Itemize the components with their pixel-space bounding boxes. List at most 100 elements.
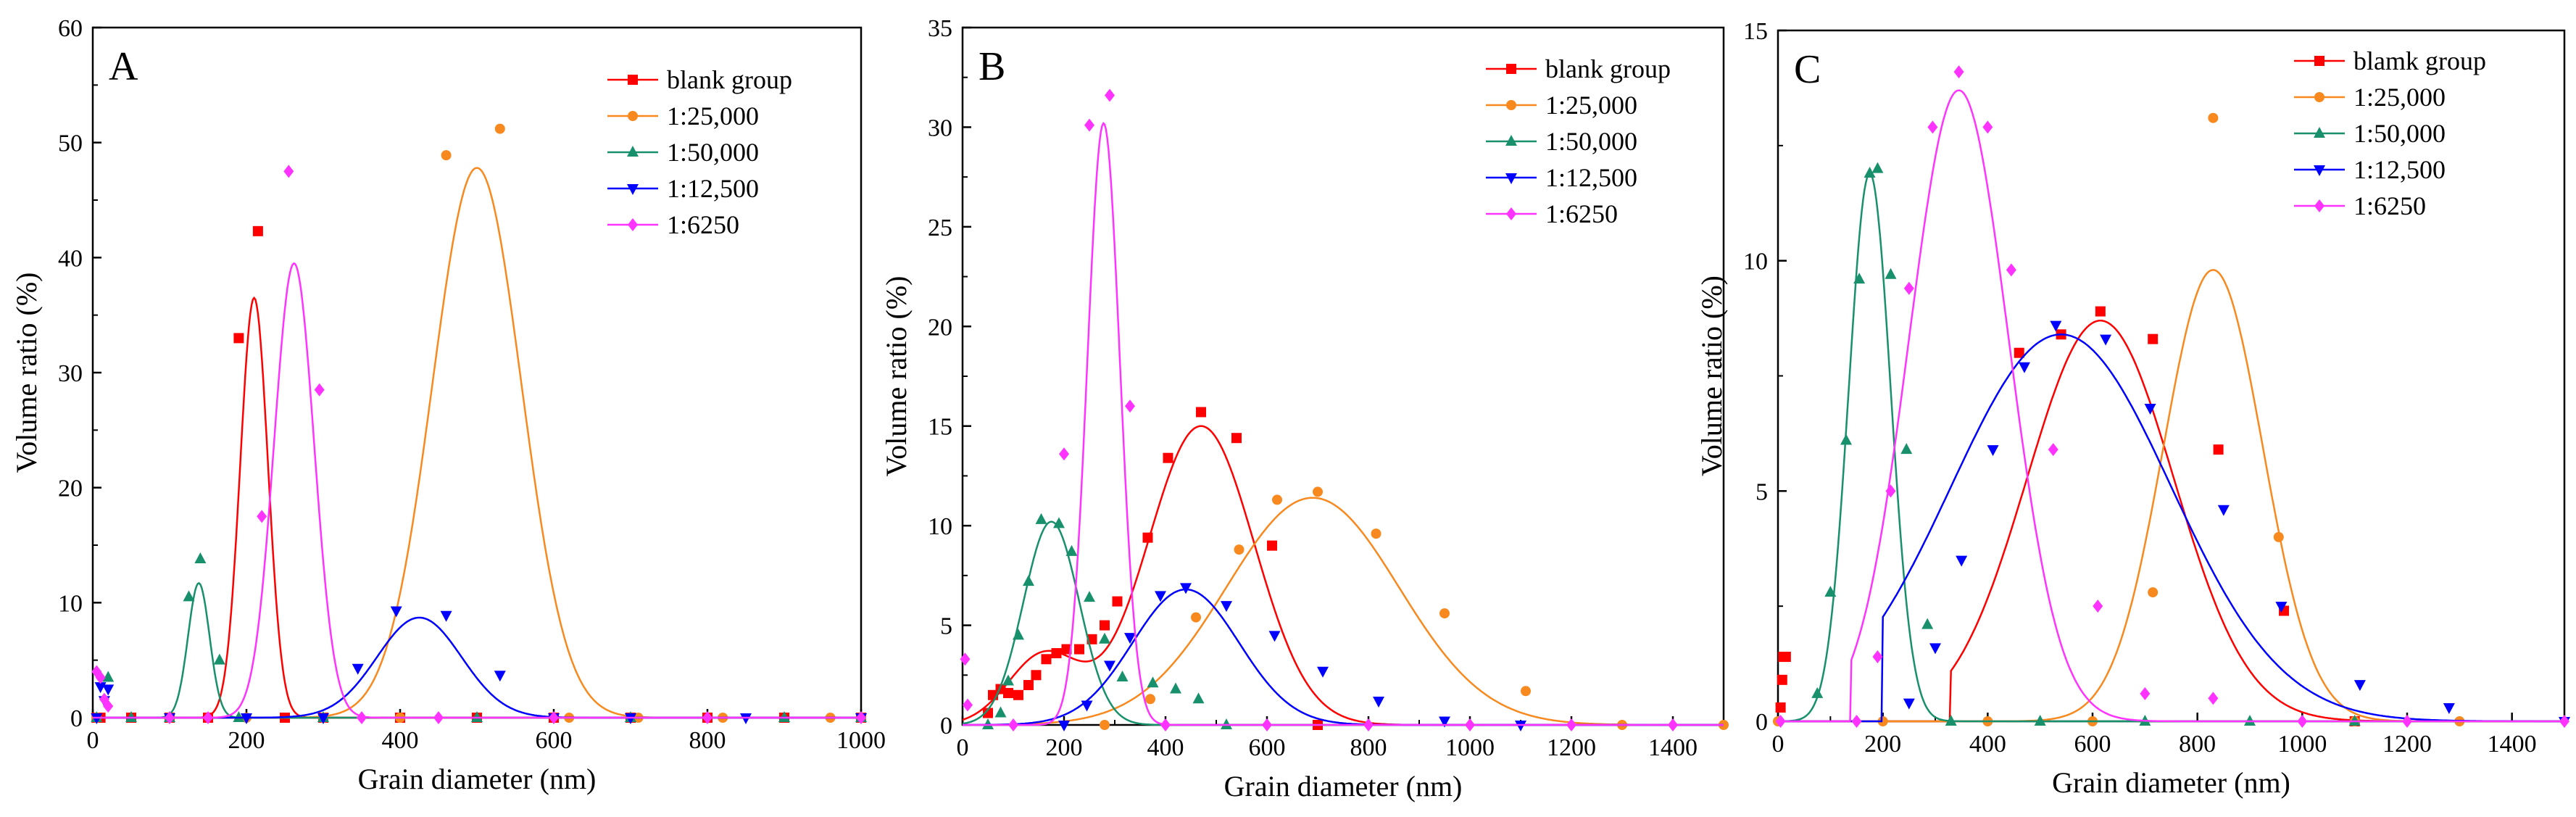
data-point-blank-group xyxy=(1112,596,1123,607)
data-point-1-25-000 xyxy=(2148,587,2159,598)
fit-curve-1-6250 xyxy=(1778,89,2564,723)
fit-curve-1-25-000 xyxy=(963,497,1724,726)
series-1-6250 xyxy=(960,88,1724,731)
series-blank-group xyxy=(91,225,866,723)
fit-curve-1-12-500 xyxy=(963,588,1724,726)
x-axis-title: Grain diameter (nm) xyxy=(2052,766,2290,799)
data-point-1-50-000 xyxy=(1871,162,1884,173)
panel-a-distribution-chart: 0 200 400 600 800 1000 0 10 20 30 40 50 60 Grain diam… xyxy=(10,15,886,795)
data-point-1-12-500 xyxy=(1180,583,1192,594)
data-point-1-6250 xyxy=(549,711,559,724)
y-tick-label-20: 20 xyxy=(928,314,952,341)
data-point-blamk-group xyxy=(1777,674,1787,685)
y-tick-label-50: 50 xyxy=(58,130,83,157)
x-tick-label-1200: 1200 xyxy=(2382,731,2432,758)
data-point-blamk-group xyxy=(2014,347,2024,358)
data-point-1-50-000 xyxy=(1116,671,1129,682)
data-point-1-25-000 xyxy=(1234,544,1245,555)
data-point-1-6250 xyxy=(2006,263,2016,277)
legend: blamk group 1:25,000 1:50,000 1:12,500 1:625… xyxy=(2294,46,2486,220)
y-tick-label-35: 35 xyxy=(928,15,952,42)
data-point-1-50-000 xyxy=(982,718,994,729)
legend-label-blank-group: blank group xyxy=(667,65,792,94)
data-point-1-50-000 xyxy=(1811,687,1824,698)
y-axis-title: Volume ratio (%) xyxy=(1695,275,1728,476)
y-tick-label-10: 10 xyxy=(1743,249,1768,275)
data-point-1-6250 xyxy=(357,711,367,724)
data-point-blank-group xyxy=(1023,680,1034,691)
data-point-1-25-000 xyxy=(1191,612,1201,623)
data-point-1-6250 xyxy=(856,711,866,724)
legend-label-1-25-000: 1:25,000 xyxy=(667,101,759,130)
y-tick-label-20: 20 xyxy=(58,476,83,502)
data-point-1-12-500 xyxy=(1221,601,1232,613)
x-tick-label-200: 200 xyxy=(1046,734,1083,761)
data-point-blank-group xyxy=(1231,433,1242,444)
y-tick-label-0: 0 xyxy=(940,713,952,739)
data-point-1-12-500 xyxy=(1155,591,1166,602)
data-point-1-25-000 xyxy=(1145,694,1155,705)
x-tick-label-0: 0 xyxy=(1772,731,1784,758)
legend-marker-blamk-group xyxy=(2314,56,2324,66)
legend: blank group 1:25,000 1:50,000 1:12,500 1:625… xyxy=(607,65,792,239)
y-tick-label-40: 40 xyxy=(58,245,83,272)
data-point-1-50-000 xyxy=(1840,434,1853,445)
data-point-blank-group xyxy=(983,708,993,718)
data-point-blank-group xyxy=(1163,452,1173,463)
legend-marker-1-50-000 xyxy=(627,146,639,157)
legend-label-1-50-000: 1:50,000 xyxy=(667,138,759,167)
data-point-1-6250 xyxy=(1125,399,1135,413)
y-tick-label-5: 5 xyxy=(1756,478,1768,505)
series-1-25-000 xyxy=(91,123,866,723)
data-point-1-6250 xyxy=(1160,718,1171,731)
data-point-1-50-000 xyxy=(1921,618,1934,629)
y-axis-title: Volume ratio (%) xyxy=(880,276,913,477)
data-point-1-6250 xyxy=(2208,692,2219,705)
data-point-blank-group xyxy=(1061,644,1072,655)
data-point-1-12-500 xyxy=(1987,445,1999,457)
data-point-blank-group xyxy=(1031,670,1042,681)
fit-curve-1-6250 xyxy=(963,121,1724,726)
series-1-25-000 xyxy=(963,486,1729,730)
data-point-1-12-500 xyxy=(1956,555,1968,567)
data-point-blank-group xyxy=(1051,648,1062,659)
data-point-1-12-500 xyxy=(241,713,252,724)
legend-label-1-6250: 1:6250 xyxy=(667,210,739,239)
fit-curve-1-50-000 xyxy=(1778,172,2564,723)
panel-b-distribution-chart: 0 200 400 600 800 1000 1200 1400 0 5 10 15 20 25 30 35 G… xyxy=(880,15,1729,803)
y-tick-label-0: 0 xyxy=(1756,709,1768,736)
data-point-blank-group xyxy=(233,333,244,344)
legend-marker-1-50-000 xyxy=(2314,127,2325,138)
legend-label-blank-group: blank group xyxy=(1545,54,1671,83)
panel-letter: A xyxy=(109,44,138,89)
data-point-blank-group xyxy=(1003,688,1013,699)
panel-c-distribution-chart: 0 200 400 600 800 1000 1200 1400 0 5 10 15 Grain dia… xyxy=(1695,18,2570,799)
data-point-1-50-000 xyxy=(1824,586,1837,597)
data-point-1-6250 xyxy=(1927,120,1938,134)
data-point-1-6250 xyxy=(1982,120,1993,134)
data-point-1-6250 xyxy=(2559,715,2569,728)
data-point-1-25-000 xyxy=(1439,608,1450,619)
fit-curve-1-12-500 xyxy=(1778,333,2564,723)
x-tick-label-1400: 1400 xyxy=(2488,731,2537,758)
data-point-1-6250 xyxy=(1262,718,1272,731)
data-point-1-50-000 xyxy=(1853,273,1866,284)
data-point-1-12-500 xyxy=(1373,697,1384,708)
data-point-1-50-000 xyxy=(1147,676,1159,688)
data-point-1-6250 xyxy=(1363,718,1374,731)
data-point-blank-group xyxy=(1142,532,1153,543)
data-point-blank-group xyxy=(1074,644,1084,655)
data-point-1-50-000 xyxy=(1221,718,1232,729)
data-point-1-50-000 xyxy=(1002,674,1014,686)
series-1-50-000 xyxy=(1778,162,2564,726)
data-point-1-6250 xyxy=(1668,718,1678,731)
fit-curve-blank-group xyxy=(93,296,861,719)
x-tick-label-600: 600 xyxy=(1249,734,1286,761)
series-blamk-group xyxy=(1775,306,2564,726)
data-point-1-50-000 xyxy=(183,590,195,602)
x-tick-label-800: 800 xyxy=(2179,731,2216,758)
legend-marker-1-25-000 xyxy=(1506,100,1516,110)
data-point-1-6250 xyxy=(2402,715,2412,728)
data-point-1-6250 xyxy=(1059,447,1069,461)
data-point-1-25-000 xyxy=(1877,716,1888,726)
